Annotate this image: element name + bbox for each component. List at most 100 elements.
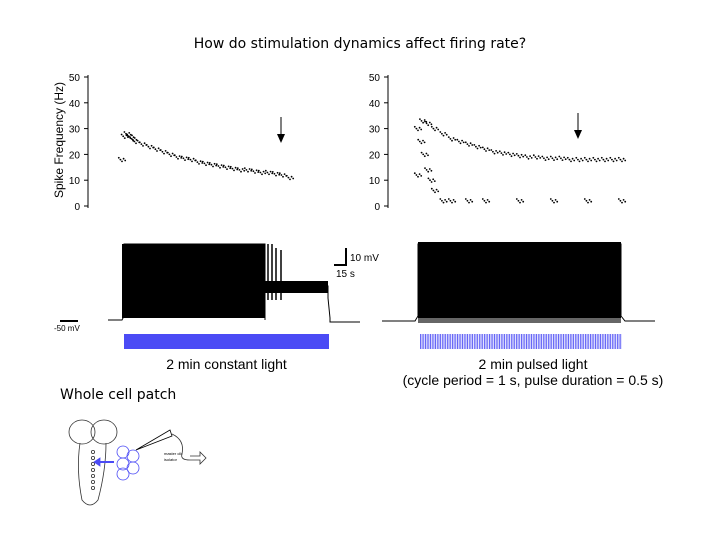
light-pulse	[446, 334, 448, 349]
light-pulse	[586, 334, 588, 349]
data-point	[604, 160, 606, 163]
data-point	[617, 156, 620, 159]
y-tick-label: 0	[374, 202, 380, 213]
data-point	[196, 161, 199, 164]
light-pulse	[502, 334, 504, 349]
data-point	[483, 199, 486, 202]
data-point	[145, 144, 148, 146]
data-point	[177, 157, 179, 160]
data-point	[128, 132, 131, 134]
data-point	[131, 134, 133, 137]
data-point	[264, 172, 267, 175]
data-point	[513, 154, 516, 157]
data-point	[502, 154, 504, 156]
light-pulse	[542, 334, 544, 349]
data-point	[187, 156, 190, 159]
left-plot: 0 10 20 30 40 50 Spike Frequency (Hz)	[52, 73, 295, 213]
left-scatter	[117, 131, 295, 181]
data-point	[558, 155, 561, 158]
light-pulse	[616, 334, 618, 349]
data-point	[580, 157, 582, 160]
data-point	[427, 177, 430, 180]
light-pulse	[490, 334, 492, 349]
light-pulse	[509, 334, 511, 349]
light-pulse	[558, 334, 559, 349]
data-point	[541, 155, 544, 158]
data-point	[205, 164, 207, 167]
data-point	[451, 201, 453, 204]
light-pulse	[455, 334, 457, 349]
data-point	[592, 156, 595, 159]
data-point	[462, 141, 465, 144]
light-pulse	[568, 334, 569, 349]
data-point	[442, 134, 445, 137]
data-point	[466, 199, 469, 202]
data-point	[551, 199, 554, 202]
data-point	[229, 167, 232, 170]
light-pulse	[578, 334, 580, 349]
data-point	[257, 171, 260, 174]
data-point	[439, 131, 442, 133]
light-pulse	[472, 334, 474, 349]
light-pulse	[620, 334, 622, 349]
data-point	[560, 157, 562, 160]
data-point	[590, 159, 593, 162]
y-tick-label: 20	[69, 150, 81, 161]
light-pulse	[598, 334, 600, 349]
data-point	[285, 174, 288, 177]
data-point	[147, 145, 150, 148]
data-point	[217, 165, 220, 167]
data-point	[206, 161, 209, 164]
data-point	[430, 123, 433, 126]
data-point	[594, 158, 596, 161]
data-point	[250, 169, 253, 172]
data-point	[597, 157, 599, 160]
light-pulse	[573, 334, 575, 349]
light-pulse	[460, 334, 462, 349]
data-point	[425, 122, 428, 125]
data-point	[475, 145, 477, 148]
data-point	[488, 200, 491, 203]
light-pulse	[561, 334, 563, 349]
data-point	[503, 151, 506, 154]
data-point	[490, 149, 493, 151]
light-pulse	[615, 334, 617, 349]
light-pulse	[517, 334, 519, 349]
data-point	[507, 151, 510, 154]
light-pulse	[504, 334, 506, 349]
data-point	[469, 199, 472, 201]
light-pulse	[443, 334, 445, 349]
data-point	[510, 155, 513, 158]
data-point	[466, 143, 469, 146]
data-point	[551, 157, 554, 160]
data-point	[241, 168, 244, 170]
light-pulse	[611, 334, 613, 349]
data-point	[520, 153, 523, 156]
light-pulse	[522, 334, 524, 349]
data-point	[429, 179, 431, 182]
light-pulse	[544, 334, 546, 349]
data-point	[243, 169, 246, 172]
light-pulse	[505, 334, 507, 349]
data-point	[180, 157, 183, 159]
light-pulse	[451, 334, 453, 349]
data-point	[556, 200, 559, 203]
light-pulse	[433, 334, 435, 349]
data-point	[476, 147, 479, 150]
data-point	[143, 142, 146, 145]
light-pulse	[524, 334, 526, 349]
data-point	[483, 148, 486, 151]
y-tick-label: 50	[69, 73, 81, 84]
light-pulse	[564, 334, 566, 349]
light-pulse	[465, 334, 467, 349]
data-point	[245, 169, 248, 171]
data-point	[268, 173, 270, 176]
data-point	[439, 198, 442, 200]
y-tick-label: 10	[369, 176, 381, 187]
data-point	[578, 160, 581, 163]
y-tick-label: 50	[369, 73, 381, 84]
data-point	[434, 129, 436, 132]
light-pulse	[566, 334, 568, 349]
data-point	[271, 172, 274, 175]
data-point	[276, 171, 279, 174]
